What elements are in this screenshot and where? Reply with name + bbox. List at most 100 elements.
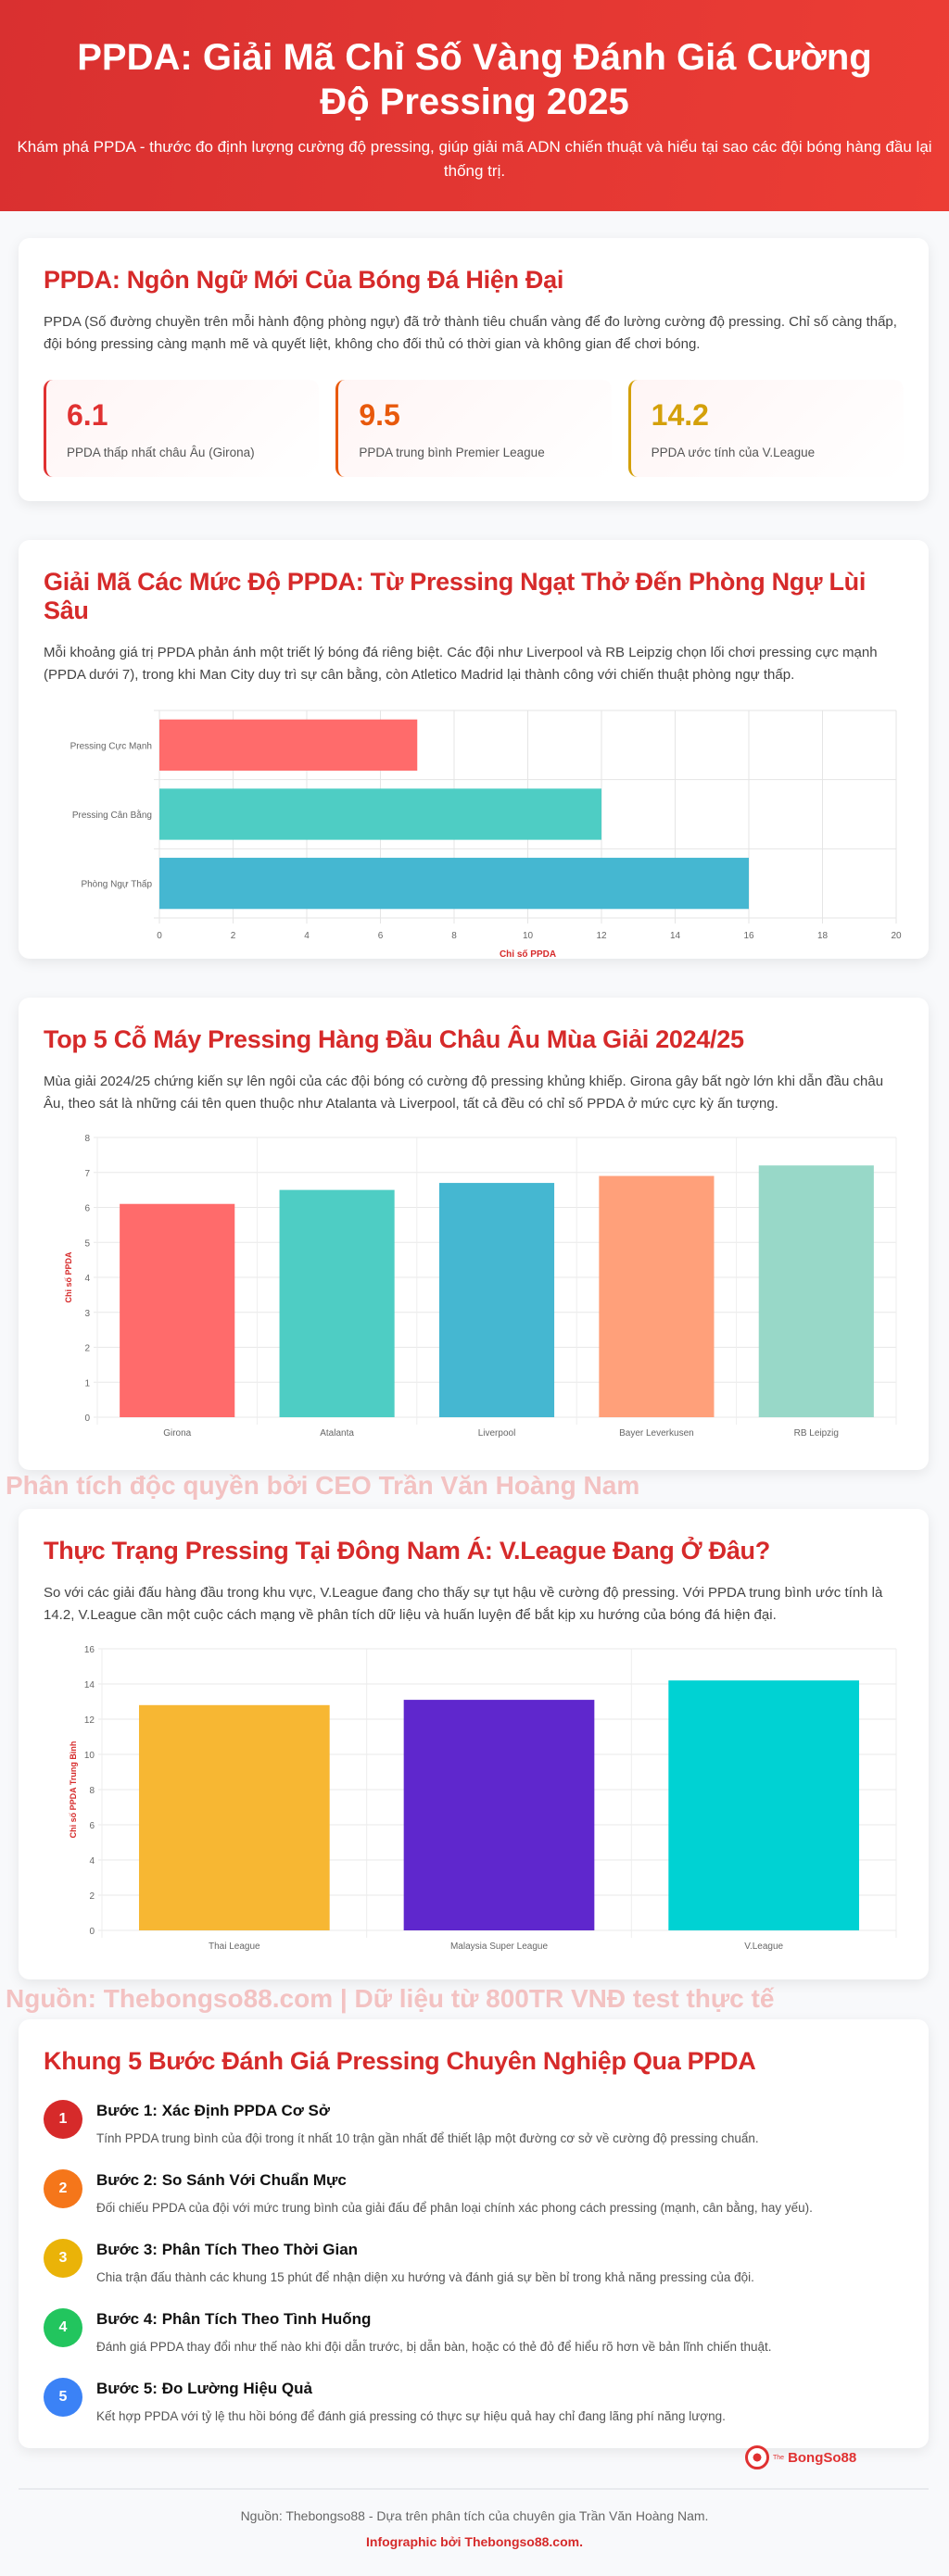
step-text: Tính PPDA trung bình của đội trong ít nh… bbox=[96, 2131, 759, 2145]
stat-label: PPDA ước tính của V.League bbox=[651, 446, 816, 459]
page-title: PPDA: Giải Mã Chỉ Số Vàng Đánh Giá Cường… bbox=[77, 37, 872, 122]
y-tick-label: 6 bbox=[84, 1204, 90, 1214]
y-tick-label: 10 bbox=[84, 1751, 95, 1761]
bar-pressing-cực-mạnh bbox=[159, 719, 418, 771]
bar-atalanta bbox=[279, 1189, 395, 1417]
stat-label: PPDA trung bình Premier League bbox=[359, 446, 545, 459]
step-number-badge: 5 bbox=[44, 2378, 82, 2417]
step-text: Kết hợp PPDA với tỷ lệ thu hồi bóng để đ… bbox=[96, 2409, 726, 2423]
x-tick-label: 4 bbox=[304, 931, 310, 941]
y-tick-label: 7 bbox=[84, 1169, 90, 1179]
y-tick-label: 16 bbox=[84, 1645, 95, 1655]
x-tick-label: 16 bbox=[743, 931, 754, 941]
x-tick-label: 12 bbox=[596, 931, 607, 941]
step-item: 5 Bước 5: Đo Lường Hiệu Quả Kết hợp PPDA v… bbox=[44, 2378, 904, 2423]
soccer-ball-icon bbox=[745, 2445, 769, 2469]
y-tick-label: 0 bbox=[89, 1927, 95, 1937]
step-title: Bước 1: Xác Định PPDA Cơ Sở bbox=[96, 2102, 330, 2119]
bar-malaysia-super-league bbox=[403, 1700, 595, 1930]
y-axis-title: Chỉ số PPDA bbox=[64, 1251, 73, 1303]
x-tick-label: 0 bbox=[157, 931, 162, 941]
y-axis-title: Chỉ số PPDA Trung Bình bbox=[69, 1741, 78, 1839]
y-tick-label: 0 bbox=[84, 1414, 90, 1424]
watermark-source: Nguồn: Thebongso88.com | Dữ liệu từ 800T… bbox=[6, 1984, 775, 2013]
x-tick-label: 14 bbox=[670, 931, 681, 941]
bar-pressing-cân-bằng bbox=[159, 788, 601, 840]
levels-title: Giải Mã Các Mức Độ PPDA: Từ Pressing Ngạ… bbox=[44, 568, 867, 624]
steps-list: 1 Bước 1: Xác Định PPDA Cơ Sở Tính PPDA tr… bbox=[44, 2100, 904, 2423]
logo-prefix: The bbox=[773, 2454, 785, 2461]
bar-girona bbox=[120, 1203, 235, 1417]
stat-value: 14.2 bbox=[651, 398, 709, 432]
bar-rb-leipzig bbox=[758, 1165, 874, 1417]
step-item: 3 Bước 3: Phân Tích Theo Thời Gian Chia tr… bbox=[44, 2239, 904, 2284]
intro-card: PPDA: Ngôn Ngữ Mới Của Bóng Đá Hiện Đại … bbox=[19, 238, 929, 501]
step-title: Bước 5: Đo Lường Hiệu Quả bbox=[96, 2380, 312, 2397]
hero-header: PPDA: Giải Mã Chỉ Số Vàng Đánh Giá Cường… bbox=[0, 0, 949, 211]
y-tick-label: 4 bbox=[89, 1856, 95, 1866]
step-number-badge: 4 bbox=[44, 2308, 82, 2347]
y-tick-label: 2 bbox=[84, 1344, 90, 1354]
page-subtitle: Khám phá PPDA - thước đo định lượng cườn… bbox=[17, 138, 932, 180]
step-number-badge: 3 bbox=[44, 2239, 82, 2278]
step-text: Đánh giá PPDA thay đổi như thế nào khi đ… bbox=[96, 2340, 772, 2354]
y-tick-label: 2 bbox=[89, 1891, 95, 1902]
intro-text: PPDA (Số đường chuyền trên mỗi hành động… bbox=[44, 314, 897, 352]
footer-credit: Infographic bởi Thebongso88.com. bbox=[366, 2534, 583, 2549]
stat-card-girona: 6.1 PPDA thấp nhất châu Âu (Girona) bbox=[44, 380, 320, 477]
step-number-badge: 2 bbox=[44, 2169, 82, 2208]
step-item: 4 Bước 4: Phân Tích Theo Tình Huống Đánh g… bbox=[44, 2308, 904, 2354]
top5-chart: 0 1 2 3 4 5 6 7 8 Girona Atalanta Liverpool Bayer Le… bbox=[64, 1134, 897, 1439]
y-tick-label: 3 bbox=[84, 1309, 90, 1319]
step-title: Bước 4: Phân Tích Theo Tình Huống bbox=[96, 2310, 372, 2328]
x-tick-label: 8 bbox=[451, 931, 457, 941]
x-tick-label: 6 bbox=[378, 931, 384, 941]
bar-phòng-ngự-thấp bbox=[159, 858, 749, 910]
x-category-label: Girona bbox=[163, 1428, 191, 1439]
x-tick-label: 18 bbox=[817, 931, 829, 941]
y-category-label: Pressing Cân Bằng bbox=[72, 809, 152, 821]
step-number-badge: 1 bbox=[44, 2100, 82, 2139]
x-category-label: Malaysia Super League bbox=[450, 1941, 549, 1952]
top5-text: Mùa giải 2024/25 chứng kiến sự lên ngôi … bbox=[44, 1074, 884, 1112]
bongso88-logo: The BongSo88 bbox=[745, 2445, 856, 2469]
stat-card-premier-league: 9.5 PPDA trung bình Premier League bbox=[335, 380, 612, 477]
steps-card: Khung 5 Bước Đánh Giá Pressing Chuyên Ng… bbox=[19, 2019, 929, 2448]
step-title: Bước 3: Phân Tích Theo Thời Gian bbox=[96, 2241, 359, 2258]
watermark-ceo: Phân tích độc quyền bởi CEO Trần Văn Hoà… bbox=[6, 1471, 640, 1500]
y-tick-label: 5 bbox=[84, 1238, 90, 1249]
step-item: 1 Bước 1: Xác Định PPDA Cơ Sở Tính PPDA tr… bbox=[44, 2100, 904, 2145]
top5-card: Top 5 Cỗ Máy Pressing Hàng Đầu Châu Âu M… bbox=[19, 998, 929, 1470]
y-tick-label: 14 bbox=[84, 1680, 95, 1690]
step-item: 2 Bước 2: So Sánh Với Chuẩn Mực Đối chiếu … bbox=[44, 2169, 904, 2215]
sea-title: Thực Trạng Pressing Tại Đông Nam Á: V.Le… bbox=[44, 1537, 770, 1564]
bar-thai-league bbox=[138, 1704, 330, 1930]
x-tick-label: 20 bbox=[891, 931, 902, 941]
logo-name: BongSo88 bbox=[788, 2449, 857, 2466]
x-axis-title: Chỉ số PPDA bbox=[500, 949, 556, 960]
y-tick-label: 1 bbox=[84, 1378, 90, 1389]
x-category-label: Bayer Leverkusen bbox=[619, 1428, 694, 1439]
bar-liverpool bbox=[438, 1183, 555, 1417]
y-tick-label: 8 bbox=[89, 1786, 95, 1796]
y-tick-label: 12 bbox=[84, 1715, 95, 1726]
stat-value: 6.1 bbox=[67, 398, 108, 432]
top5-title: Top 5 Cỗ Máy Pressing Hàng Đầu Châu Âu M… bbox=[44, 1025, 744, 1053]
levels-card: Giải Mã Các Mức Độ PPDA: Từ Pressing Ngạ… bbox=[19, 540, 929, 960]
y-tick-label: 8 bbox=[84, 1134, 90, 1144]
step-text: Chia trận đấu thành các khung 15 phút để… bbox=[96, 2270, 754, 2284]
sea-chart: 0 2 4 6 8 10 12 14 16 Thai League Malaysia Super L… bbox=[69, 1645, 897, 1952]
x-category-label: Liverpool bbox=[478, 1428, 516, 1439]
footer-divider bbox=[19, 2488, 929, 2490]
stats-row: 6.1 PPDA thấp nhất châu Âu (Girona) 9.5 PP… bbox=[44, 380, 904, 477]
x-tick-label: 10 bbox=[523, 931, 534, 941]
stat-card-vleague: 14.2 PPDA ước tính của V.League bbox=[627, 380, 904, 477]
x-category-label: V.League bbox=[744, 1941, 783, 1952]
sea-text: So với các giải đấu hàng đầu trong khu v… bbox=[44, 1585, 883, 1623]
y-tick-label: 4 bbox=[84, 1274, 90, 1284]
x-tick-label: 2 bbox=[231, 931, 236, 941]
ppda-levels-chart: 0 2 4 6 8 10 12 14 16 18 20 Pressing Cực Mạnh Pressi… bbox=[70, 710, 902, 960]
stat-value: 9.5 bbox=[359, 398, 400, 432]
bar-bayer-leverkusen bbox=[599, 1175, 715, 1417]
steps-title: Khung 5 Bước Đánh Giá Pressing Chuyên Ng… bbox=[44, 2047, 756, 2075]
